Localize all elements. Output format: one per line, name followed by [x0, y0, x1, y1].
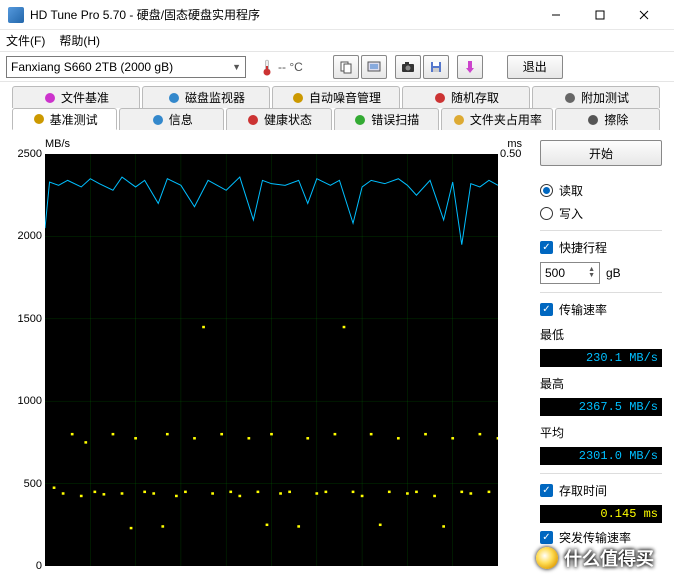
tab-scan[interactable]: 错误扫描	[334, 108, 439, 130]
avg-value: 2301.0 MB/s	[540, 447, 662, 465]
scan-icon	[353, 113, 367, 127]
ytick-right: 0.50	[500, 148, 530, 160]
max-value: 2367.5 MB/s	[540, 398, 662, 416]
tab-bench[interactable]: 基准测试	[12, 108, 117, 130]
tab-erase[interactable]: 擦除	[555, 108, 660, 130]
shortstroke-unit: gB	[606, 266, 621, 280]
ytick-left: 1000	[10, 395, 42, 407]
access-value: 0.145 ms	[540, 505, 662, 523]
info-icon	[151, 113, 165, 127]
options-button[interactable]	[457, 55, 483, 79]
exit-button[interactable]: 退出	[507, 55, 563, 79]
spin-arrows-icon: ▲▼	[588, 267, 595, 279]
copy-screenshot-button[interactable]	[361, 55, 387, 79]
main-content: MB/s ms 05001000150020002500 0.50 开始 读取 …	[0, 130, 674, 566]
drive-select[interactable]: Fanxiang S660 2TB (2000 gB) ▼	[6, 56, 246, 78]
checkbox-checked-icon: ✓	[540, 531, 553, 544]
window-title: HD Tune Pro 5.70 - 硬盘/固态硬盘实用程序	[30, 6, 534, 23]
min-value: 230.1 MB/s	[540, 349, 662, 367]
tab-file-bench[interactable]: 文件基准	[12, 86, 140, 108]
titlebar: HD Tune Pro 5.70 - 硬盘/固态硬盘实用程序	[0, 0, 674, 30]
chevron-down-icon: ▼	[232, 62, 241, 72]
ytick-left: 2500	[10, 148, 42, 160]
shortstroke-check[interactable]: ✓快捷行程	[540, 239, 662, 256]
read-radio[interactable]: 读取	[540, 182, 662, 199]
checkbox-checked-icon: ✓	[540, 241, 553, 254]
menu-file[interactable]: 文件(F)	[6, 32, 45, 49]
close-button[interactable]	[622, 0, 666, 30]
ytick-left: 500	[10, 478, 42, 490]
access-time-check[interactable]: ✓存取时间	[540, 482, 662, 499]
shortstroke-spin[interactable]: 500 ▲▼	[540, 262, 600, 284]
min-label: 最低	[540, 326, 662, 343]
screenshot-button[interactable]	[395, 55, 421, 79]
radio-icon	[540, 207, 553, 220]
ytick-left: 1500	[10, 313, 42, 325]
side-panel: 开始 读取 写入 ✓快捷行程 500 ▲▼ gB ✓传输速率 最低 230.1 …	[538, 136, 664, 566]
tab-health[interactable]: 健康状态	[226, 108, 331, 130]
tab-random[interactable]: 随机存取	[402, 86, 530, 108]
checkbox-checked-icon: ✓	[540, 484, 553, 497]
drive-selected-label: Fanxiang S660 2TB (2000 gB)	[11, 60, 173, 74]
thermometer-icon	[260, 58, 274, 76]
save-button[interactable]	[423, 55, 449, 79]
erase-icon	[586, 113, 600, 127]
start-button[interactable]: 开始	[540, 140, 662, 166]
axis-left-label: MB/s	[45, 138, 70, 150]
bench-icon	[32, 112, 46, 126]
tab-monitor[interactable]: 磁盘监视器	[142, 86, 270, 108]
tab-folder[interactable]: 文件夹占用率	[441, 108, 553, 130]
menubar: 文件(F) 帮助(H)	[0, 30, 674, 52]
radio-selected-icon	[540, 184, 553, 197]
tab-extra[interactable]: 附加测试	[532, 86, 660, 108]
ytick-left: 2000	[10, 230, 42, 242]
avg-label: 平均	[540, 424, 662, 441]
extra-icon	[563, 91, 577, 105]
random-icon	[433, 91, 447, 105]
tab-info[interactable]: 信息	[119, 108, 224, 130]
monitor-icon	[167, 91, 181, 105]
app-icon	[8, 7, 24, 23]
file-bench-icon	[43, 91, 57, 105]
aam-icon	[291, 91, 305, 105]
health-icon	[246, 113, 260, 127]
folder-icon	[452, 113, 466, 127]
menu-help[interactable]: 帮助(H)	[59, 32, 100, 49]
tab-aam[interactable]: 自动噪音管理	[272, 86, 400, 108]
toolbar: Fanxiang S660 2TB (2000 gB) ▼ -- °C 退出	[0, 52, 674, 82]
write-radio[interactable]: 写入	[540, 205, 662, 222]
benchmark-chart: MB/s ms 05001000150020002500 0.50	[10, 136, 530, 566]
tabs-container: 文件基准磁盘监视器自动噪音管理随机存取附加测试 基准测试信息健康状态错误扫描文件…	[0, 82, 674, 130]
max-label: 最高	[540, 375, 662, 392]
copy-info-button[interactable]	[333, 55, 359, 79]
ytick-left: 0	[10, 560, 42, 572]
maximize-button[interactable]	[578, 0, 622, 30]
checkbox-checked-icon: ✓	[540, 303, 553, 316]
transfer-rate-check[interactable]: ✓传输速率	[540, 301, 662, 318]
temperature-display: -- °C	[260, 58, 303, 76]
burst-rate-check[interactable]: ✓突发传输速率	[540, 529, 662, 546]
minimize-button[interactable]	[534, 0, 578, 30]
